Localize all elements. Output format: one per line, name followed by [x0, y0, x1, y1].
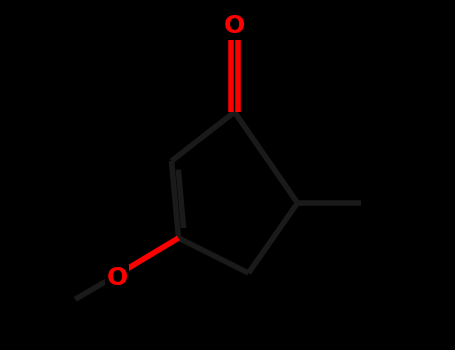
Text: O: O [224, 14, 245, 38]
Text: O: O [106, 266, 128, 290]
